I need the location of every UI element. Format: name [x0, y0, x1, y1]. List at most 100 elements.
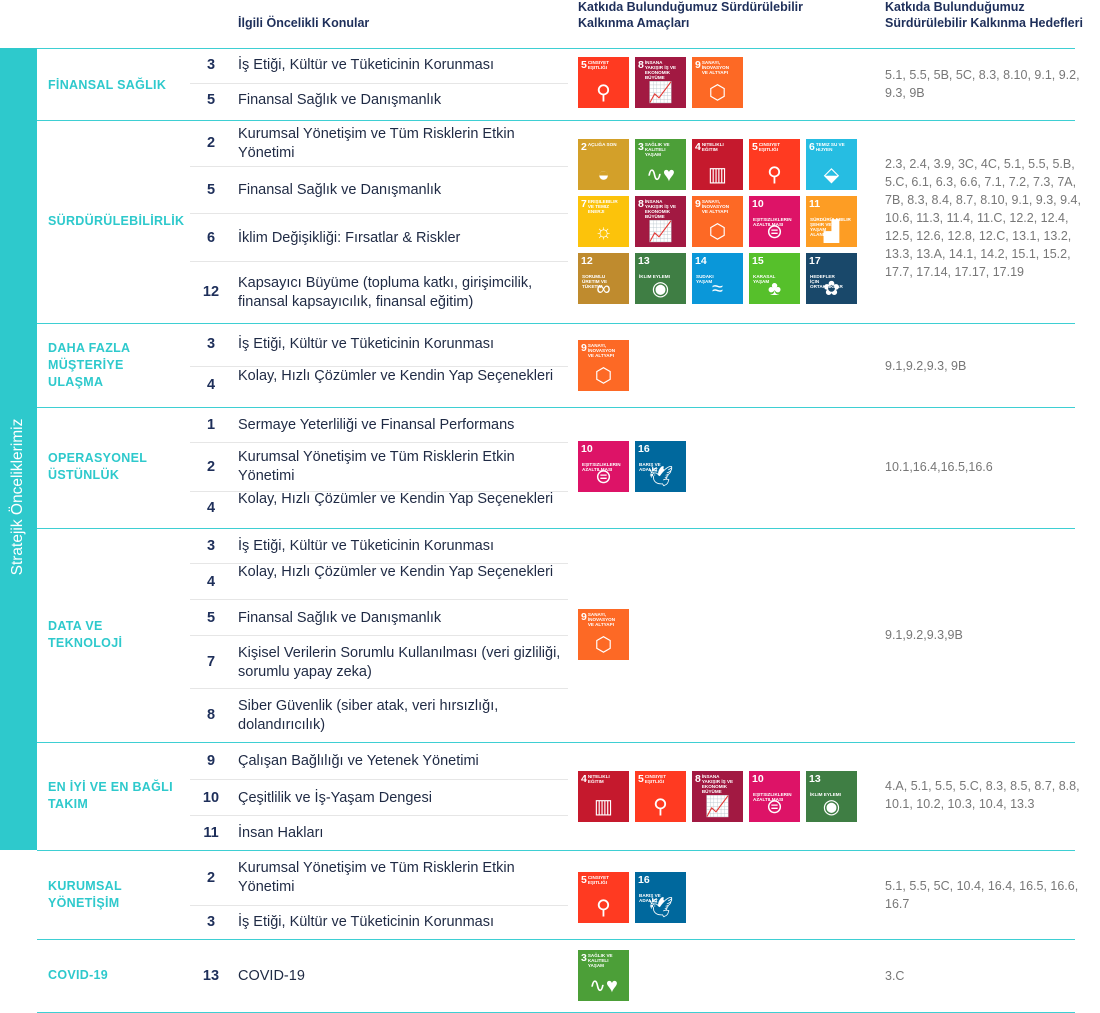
flower-ring-icon: ✿	[823, 278, 840, 300]
sdg-label: Barış ve Adalet	[639, 462, 661, 472]
topic-number: 1	[206, 417, 216, 433]
section-title: FİNANSAL SAĞLIK	[48, 78, 167, 92]
section-divider	[37, 528, 1075, 529]
sdg-number: 9	[695, 198, 701, 210]
sdg-4-tile: 4Nitelikli Eğitim ▥	[692, 139, 743, 190]
section-title: COVID-19	[48, 968, 109, 982]
sdg-10-tile: 10 Eşitsizliklerin Azaltılması ⊜	[749, 771, 800, 822]
sun-icon: ☼	[594, 221, 613, 243]
sdg-label: Hedefler İçin Ortaklıklar	[810, 274, 843, 289]
topic-text: Finansal Sağlık ve Danışmanlık	[238, 182, 442, 198]
sdg-label: İklim Eylemi	[810, 792, 841, 797]
topic-text: COVID-19	[238, 968, 305, 984]
sdg-number: 4	[695, 141, 701, 153]
topic-number: 6	[206, 230, 216, 246]
sdg-label: İnsana Yakışır İş ve Ekonomik Büyüme	[644, 60, 677, 80]
section-divider	[37, 323, 1075, 324]
row-divider	[190, 83, 568, 84]
topic-text: Sermaye Yeterliliği ve Finansal Performa…	[238, 417, 515, 433]
row-divider	[190, 366, 568, 367]
topic-text: İş Etiği, Kültür ve Tüketicinin Korunmas…	[238, 538, 495, 554]
sdg-label: Sürdürülebilir Şehir ve Yaşam Alanları	[810, 217, 851, 237]
sdg-number: 17	[809, 255, 821, 267]
sdg-label: Sanayi, İnovasyon ve Altyapı	[701, 199, 730, 214]
dove-icon: 🕊	[647, 466, 674, 488]
sdg-8-tile: 8İnsana Yakışır İş ve Ekonomik Büyüme 📈	[635, 57, 686, 108]
topic-text: İş Etiği, Kültür ve Tüketicinin Korunmas…	[238, 57, 495, 73]
sdg-13-tile: 13 İklim Eylemi ◉	[806, 771, 857, 822]
topic-text: Finansal Sağlık ve Danışmanlık	[238, 92, 442, 108]
section-title: EN İYİ VE EN BAĞLI TAKIM	[48, 780, 173, 811]
topic-number: 7	[206, 654, 216, 670]
sdg-label: Sağlık ve Kaliteli Yaşam	[587, 953, 613, 968]
sdg-number: 9	[581, 342, 587, 354]
sdg-label: Sorumlu Üretim ve Tüketim	[582, 274, 608, 289]
sdg-number: 5	[752, 141, 758, 153]
topic-number: 3	[206, 57, 216, 73]
sdg-number: 7	[581, 198, 587, 210]
section-divider	[37, 120, 1075, 121]
sdg-number: 16	[638, 443, 650, 455]
row-divider	[190, 442, 568, 443]
sdg-8-tile: 8İnsana Yakışır İş ve Ekonomik Büyüme 📈	[635, 196, 686, 247]
sdg-9-tile: 9Sanayi, İnovasyon ve Altyapı ⬡	[578, 609, 629, 660]
sdg-label: Eşitsizliklerin Azaltılması	[753, 217, 792, 227]
sdg-8-tile: 8İnsana Yakışır İş ve Ekonomik Büyüme 📈	[692, 771, 743, 822]
sdg-number: 3	[581, 952, 587, 964]
sdg-label: Cinsiyet Eşitliği	[644, 774, 667, 784]
header-targets: Katkıda Bulunduğumuz Sürdürülebilir Kalk…	[885, 0, 1083, 30]
gender-equality-icon: ⚲	[596, 897, 611, 919]
topic-number: 11	[203, 825, 219, 841]
row-divider	[190, 688, 568, 689]
section-title: KURUMSAL YÖNETİŞİM	[48, 879, 122, 910]
sdg-5-tile: 5Cinsiyet Eşitliği ⚲	[749, 139, 800, 190]
sdg-number: 5	[581, 874, 587, 886]
sdg-11-tile: 11 Sürdürülebilir Şehir ve Yaşam Alanları…	[806, 196, 857, 247]
sdg-number: 13	[638, 255, 650, 267]
dove-icon: 🕊	[647, 897, 674, 919]
cubes-icon: ⬡	[594, 365, 613, 387]
sdg-label: Cinsiyet Eşitliği	[587, 60, 610, 70]
row-divider	[190, 779, 568, 780]
equal-circle-icon: ⊜	[766, 796, 783, 818]
sdg-number: 12	[581, 255, 593, 267]
sdg-label: Nitelikli Eğitim	[701, 142, 724, 152]
sdg-4-tile: 4Nitelikli Eğitim ▥	[578, 771, 629, 822]
topic-text: Kurumsal Yönetişim ve Tüm Risklerin Etki…	[238, 126, 515, 161]
strategic-priorities-sidebar: Stratejik Önceliklerimiz	[0, 48, 37, 850]
sdg-label: Eşitsizliklerin Azaltılması	[582, 462, 621, 472]
cubes-icon: ⬡	[594, 634, 613, 656]
topic-number: 4	[206, 500, 216, 516]
topic-number: 5	[206, 92, 216, 108]
sdg-targets: 3.C	[885, 969, 905, 983]
heartbeat-icon: ∿♥	[646, 164, 675, 186]
sdg-targets: 9.1,9.2,9.3,9B	[885, 628, 963, 642]
row-divider	[190, 563, 568, 564]
topic-number: 5	[206, 610, 216, 626]
section-title: SÜRDÜRÜLEBİLİRLİK	[48, 214, 185, 228]
sdg-10-tile: 10 Eşitsizliklerin Azaltılması ⊜	[578, 441, 629, 492]
infinity-icon: ∞	[596, 278, 611, 300]
sdg-10-tile: 10 Eşitsizliklerin Azaltılması ⊜	[749, 196, 800, 247]
sdg-label: Nitelikli Eğitim	[587, 774, 610, 784]
row-divider	[190, 599, 568, 600]
sdg-targets: 5.1, 5.5, 5B, 5C, 8.3, 8.10, 9.1, 9.2, 9…	[885, 68, 1080, 100]
sdg-14-tile: 14 Sudaki Yaşam ≈	[692, 253, 743, 304]
topic-number: 9	[206, 753, 216, 769]
sdg-number: 10	[752, 773, 764, 785]
sdg-number: 10	[752, 198, 764, 210]
sdg-6-tile: 6Temiz Su ve Hijyen ⬙	[806, 139, 857, 190]
header-topics: İlgili Öncelikli Konular	[238, 16, 370, 30]
sdg-label: Sudaki Yaşam	[696, 274, 714, 284]
book-icon: ▥	[708, 164, 727, 186]
section-title: DATA VE TEKNOLOJİ	[48, 619, 123, 650]
sdg-number: 8	[695, 773, 701, 785]
topic-number: 10	[202, 790, 220, 806]
header-goals: Katkıda Bulunduğumuz Sürdürülebilir Kalk…	[578, 0, 803, 30]
sdg-targets: 5.1, 5.5, 5C, 10.4, 16.4, 16.5, 16.6, 16…	[885, 879, 1079, 911]
sdg-label: Açlığa Son	[587, 142, 617, 147]
sdg-12-tile: 12 Sorumlu Üretim ve Tüketim ∞	[578, 253, 629, 304]
topic-text: İklim Değişikliği: Fırsatlar & Riskler	[238, 230, 461, 246]
sdg-17-tile: 17 Hedefler İçin Ortaklıklar ✿	[806, 253, 857, 304]
sdg-targets: 4.A, 5.1, 5.5, 5.C, 8.3, 8.5, 8.7, 8.8, …	[885, 779, 1080, 811]
